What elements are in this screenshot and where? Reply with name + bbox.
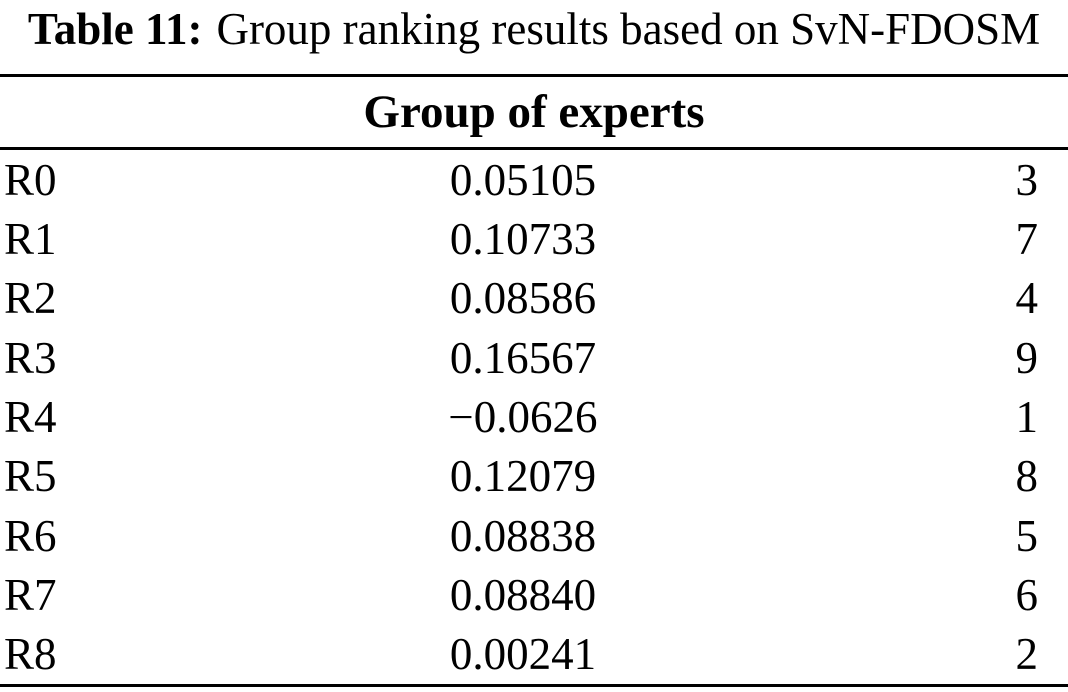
row-label: R5	[4, 451, 57, 502]
row-label: R6	[4, 510, 57, 561]
row-label: R3	[4, 332, 57, 383]
row-value: 0.12079	[449, 451, 597, 502]
row-rank: 9	[1015, 332, 1039, 383]
table-header-label: Group of experts	[363, 86, 705, 138]
table-body: R0 0.05105 3 R1 0.10733 7 R2 0.08586 4 R…	[0, 150, 1068, 684]
row-label: R0	[4, 154, 57, 205]
table-header-row: Group of experts	[0, 77, 1068, 150]
table-row: R6 0.08838 5	[0, 506, 1068, 565]
row-value: 0.16567	[449, 332, 597, 383]
row-label: R1	[4, 213, 57, 264]
row-value: −0.0626	[448, 391, 598, 442]
table-row: R0 0.05105 3	[0, 150, 1068, 209]
row-label: R4	[4, 391, 57, 442]
table-row: R7 0.08840 6	[0, 565, 1068, 624]
row-rank: 5	[1015, 510, 1039, 561]
row-value: 0.10733	[449, 213, 597, 264]
table-row: R5 0.12079 8	[0, 447, 1068, 506]
table-row: R8 0.00241 2	[0, 625, 1068, 684]
table-row: R1 0.10733 7	[0, 209, 1068, 268]
row-rank: 6	[1015, 569, 1039, 620]
row-value: 0.08840	[449, 569, 597, 620]
row-label: R8	[4, 629, 57, 680]
table-caption: Table 11: Group ranking results based on …	[0, 0, 1068, 74]
results-table: Group of experts R0 0.05105 3 R1 0.10733…	[0, 74, 1068, 687]
row-value: 0.05105	[449, 154, 597, 205]
row-rank: 3	[1015, 154, 1039, 205]
caption-label: Table 11:	[27, 4, 203, 54]
row-rank: 2	[1015, 629, 1039, 680]
row-rank: 7	[1015, 213, 1039, 264]
row-rank: 4	[1015, 273, 1039, 324]
row-label: R2	[4, 273, 57, 324]
row-value: 0.08838	[449, 510, 597, 561]
row-rank: 8	[1015, 451, 1039, 502]
table-row: R2 0.08586 4	[0, 269, 1068, 328]
caption-text: Group ranking results based on SvN-FDOSM	[216, 4, 1041, 54]
row-label: R7	[4, 569, 57, 620]
table-row: R4 −0.0626 1	[0, 387, 1068, 446]
row-value: 0.00241	[449, 629, 597, 680]
table-row: R3 0.16567 9	[0, 328, 1068, 387]
row-rank: 1	[1015, 391, 1039, 442]
row-value: 0.08586	[449, 273, 597, 324]
